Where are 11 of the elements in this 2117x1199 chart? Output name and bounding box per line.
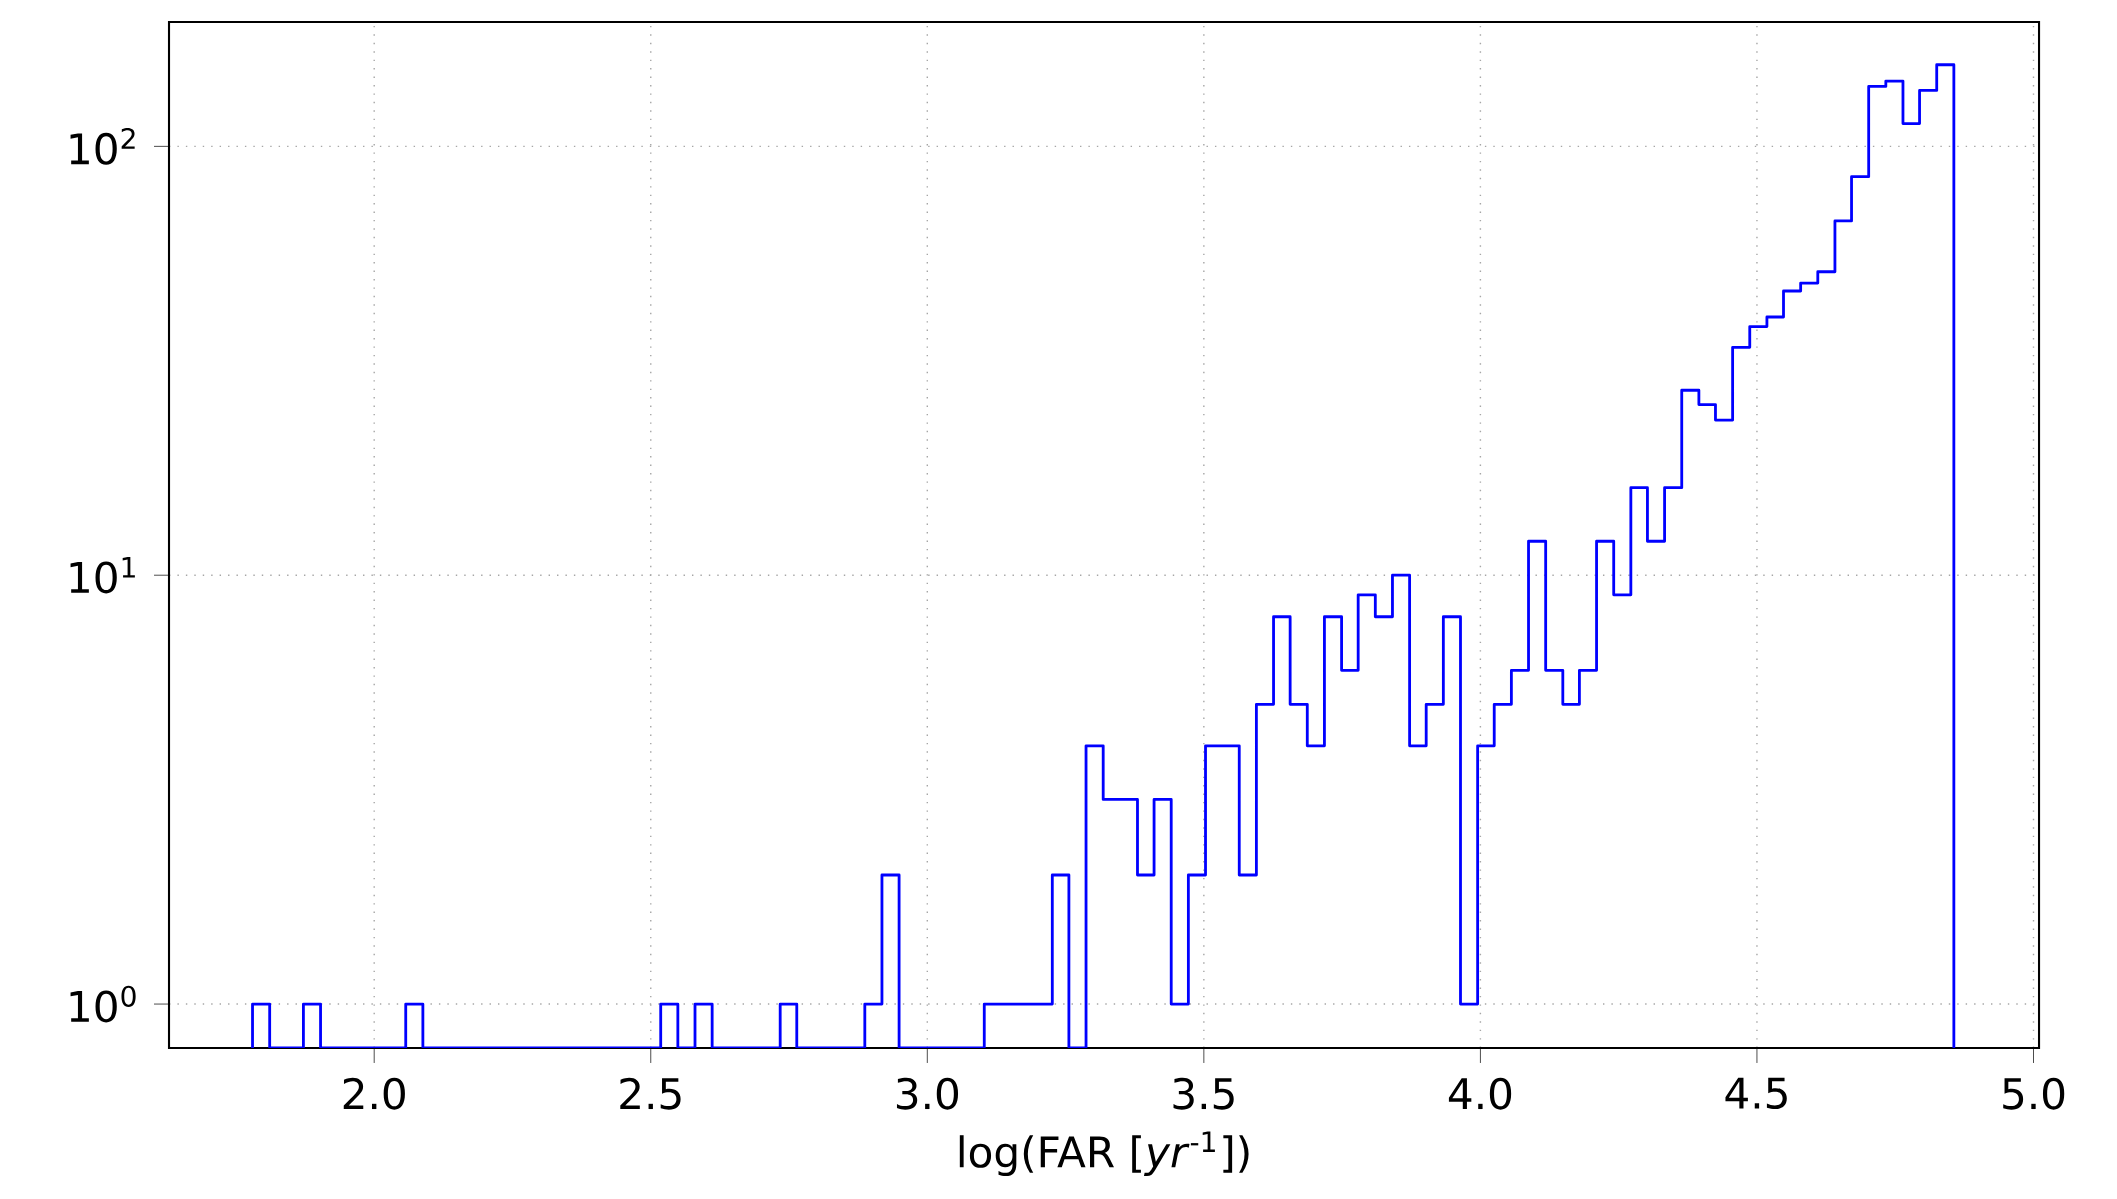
x-tick-label: 2.5 xyxy=(620,1077,681,1110)
y-tick-label: 10$^{2}$ xyxy=(70,127,135,165)
y-tick-label: 10$^{1}$ xyxy=(70,556,135,594)
y-tick-label: 10$^{0}$ xyxy=(70,985,136,1023)
x-axis-title: log(FAR [yr$^{-1}$]) xyxy=(959,1131,1249,1176)
x-tick-label: 4.0 xyxy=(1448,1077,1512,1110)
x-tick-label: 4.5 xyxy=(1725,1077,1787,1110)
x-tick-label: 3.5 xyxy=(1173,1077,1234,1110)
x-tick-label: 2.0 xyxy=(343,1077,405,1110)
x-tick-label: 5.0 xyxy=(2003,1077,2065,1110)
x-tick-label: 3.0 xyxy=(896,1077,959,1110)
